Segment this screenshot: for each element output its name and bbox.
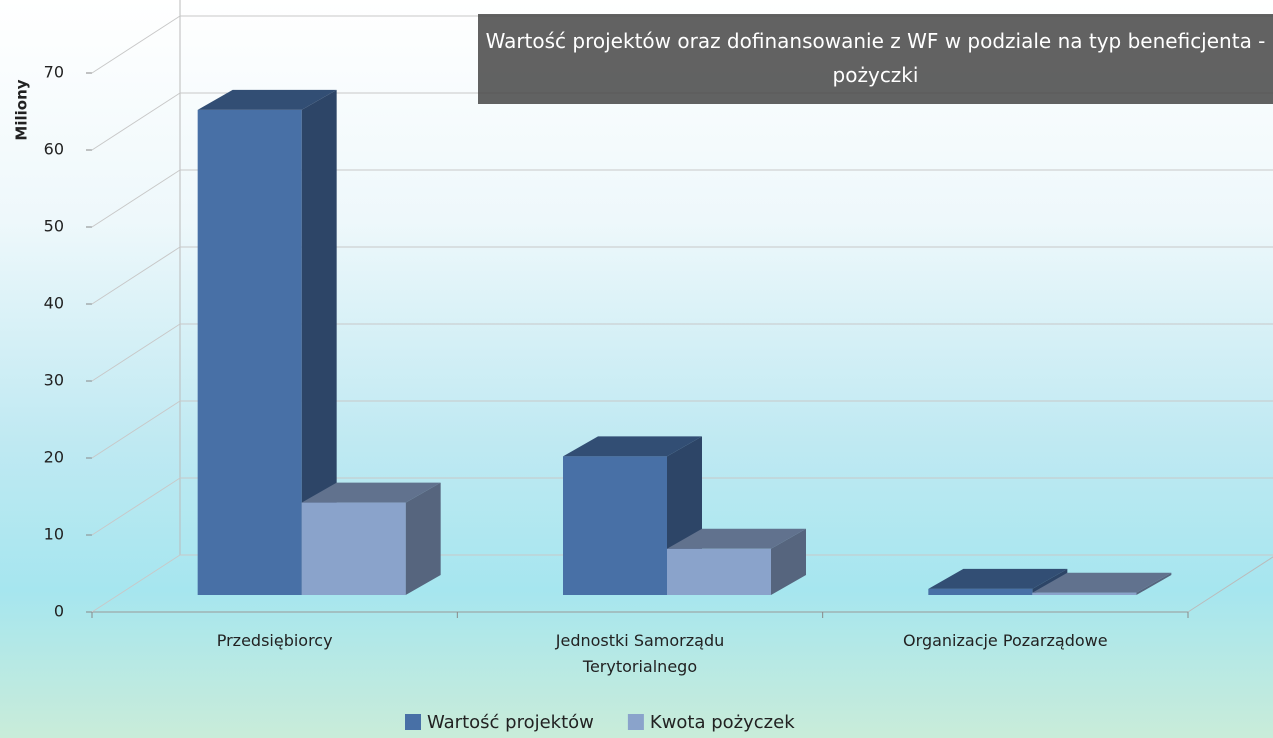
y-tick-label: 10 bbox=[44, 525, 64, 544]
y-tick-label: 0 bbox=[54, 602, 64, 621]
legend-label: Wartość projektów bbox=[427, 712, 594, 733]
y-tick-label: 40 bbox=[44, 294, 64, 313]
y-axis-label: Miliony bbox=[13, 79, 31, 140]
bar-side bbox=[301, 89, 337, 596]
grid-line bbox=[91, 92, 181, 151]
grid-line bbox=[91, 15, 181, 74]
bar-side bbox=[771, 528, 806, 595]
bar bbox=[301, 502, 406, 595]
x-tick-label: Jednostki Samorządu Terytorialnego bbox=[555, 631, 725, 676]
bar-top bbox=[928, 568, 1068, 589]
x-tick-label: Organizacje Pozarządowe bbox=[903, 631, 1108, 650]
grid-line bbox=[91, 554, 181, 613]
grid-line bbox=[91, 246, 181, 305]
legend-swatch bbox=[627, 714, 644, 730]
bar-top bbox=[667, 528, 806, 549]
y-tick-label: 50 bbox=[44, 217, 64, 236]
bar bbox=[1032, 592, 1137, 595]
grid-line bbox=[91, 323, 181, 382]
grid-line bbox=[91, 400, 181, 459]
bar-top bbox=[301, 482, 441, 503]
y-tick-label: 70 bbox=[44, 63, 64, 82]
floor-edge bbox=[1187, 556, 1273, 613]
chart-title: Wartość projektów oraz dofinansowanie z … bbox=[478, 14, 1273, 104]
bar-top bbox=[563, 436, 702, 457]
bar-top bbox=[1032, 572, 1172, 593]
bar bbox=[563, 456, 667, 595]
bar bbox=[667, 548, 771, 595]
y-tick-label: 30 bbox=[44, 371, 64, 390]
legend-label: Kwota pożyczek bbox=[650, 712, 795, 733]
bar bbox=[928, 588, 1033, 595]
bar-top bbox=[197, 89, 337, 110]
bar bbox=[197, 109, 302, 596]
bar-side bbox=[1136, 572, 1172, 595]
legend-swatch bbox=[405, 714, 421, 730]
bar-side bbox=[405, 482, 441, 595]
grid-line bbox=[91, 169, 181, 228]
y-tick-label: 60 bbox=[44, 140, 64, 159]
x-tick-label: Przedsiębiorcy bbox=[216, 631, 333, 650]
grid-line bbox=[91, 477, 181, 536]
y-tick-label: 20 bbox=[44, 448, 64, 467]
